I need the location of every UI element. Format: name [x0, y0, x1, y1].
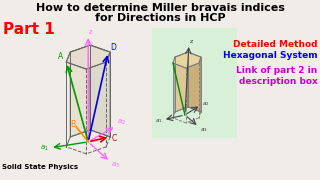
Text: Solid State Physics: Solid State Physics [3, 164, 78, 170]
Text: D: D [110, 43, 116, 52]
Polygon shape [90, 45, 110, 137]
Text: B: B [70, 120, 76, 129]
Text: z: z [190, 39, 193, 44]
Text: $a_2$: $a_2$ [202, 100, 209, 108]
Text: $a_3$: $a_3$ [200, 126, 207, 134]
Text: How to determine Miller bravais indices: How to determine Miller bravais indices [36, 3, 284, 13]
Polygon shape [188, 52, 201, 112]
Text: C: C [111, 134, 116, 143]
Text: Hexagonal System: Hexagonal System [223, 51, 317, 60]
Polygon shape [173, 52, 201, 68]
Text: for Directions in HCP: for Directions in HCP [95, 13, 225, 23]
Text: A: A [58, 52, 64, 61]
Polygon shape [66, 45, 110, 69]
Text: z: z [89, 29, 93, 35]
Text: $a_1$: $a_1$ [40, 144, 49, 153]
Text: $a_3$: $a_3$ [111, 161, 120, 170]
Text: Part 1: Part 1 [4, 22, 55, 37]
Text: $a_2$: $a_2$ [117, 118, 126, 127]
Text: Detailed Method: Detailed Method [233, 40, 317, 49]
Text: $a_1$: $a_1$ [155, 117, 163, 125]
Polygon shape [70, 45, 90, 137]
Text: Link of part 2 in: Link of part 2 in [236, 66, 317, 75]
Text: description box: description box [239, 77, 317, 86]
Polygon shape [175, 52, 188, 112]
Bar [152, 28, 237, 138]
